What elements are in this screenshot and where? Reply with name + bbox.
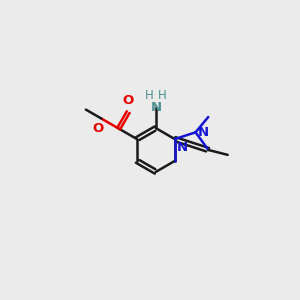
Text: N: N [177, 141, 188, 154]
Text: O: O [123, 94, 134, 107]
Text: N: N [150, 100, 161, 114]
Text: H: H [145, 89, 154, 102]
Text: H: H [158, 89, 167, 102]
Text: N: N [198, 126, 209, 139]
Text: O: O [93, 122, 104, 135]
